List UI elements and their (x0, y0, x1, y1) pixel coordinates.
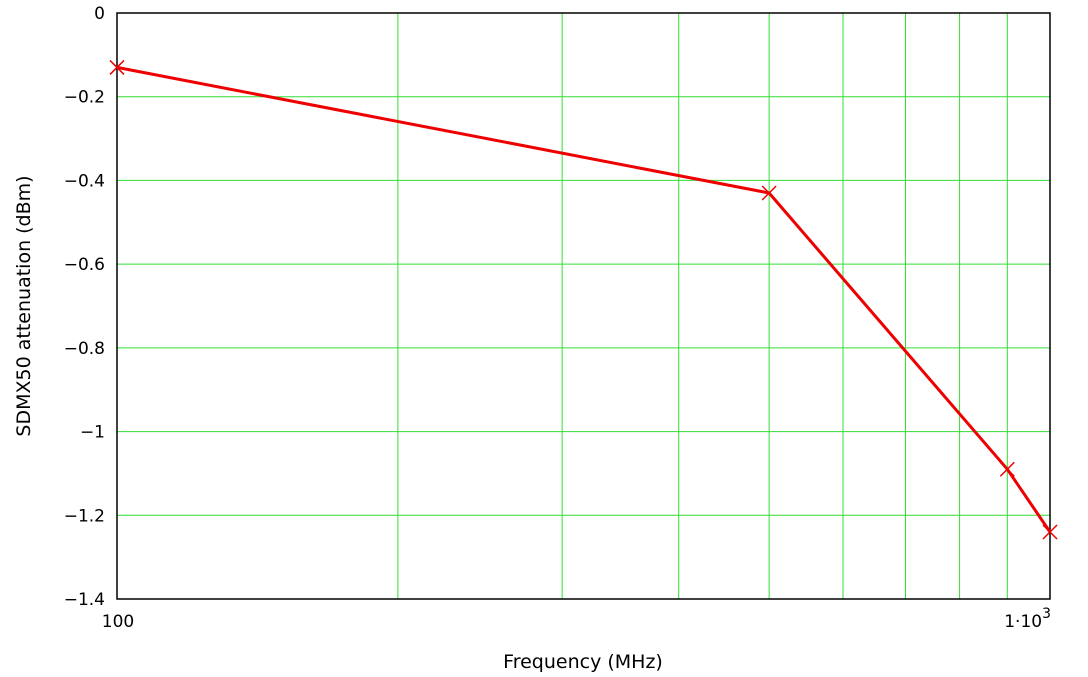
data-point-marker (761, 185, 777, 201)
y-axis-label: SDMX50 attenuation (dBm) (13, 175, 35, 436)
data-point-marker (999, 461, 1015, 477)
y-tick-label: −0.4 (64, 171, 105, 191)
y-tick-label: 0 (94, 4, 105, 24)
y-tick-label: −1.4 (64, 590, 105, 610)
series-line (116, 65, 1052, 533)
grid-lines (116, 12, 1051, 600)
x-tick-label: 1·103 (1004, 606, 1051, 632)
y-tick-label: −0.6 (64, 255, 105, 275)
plot-frame (116, 12, 1051, 600)
data-point-marker (1042, 524, 1058, 540)
x-axis-label: Frequency (MHz) (503, 651, 663, 673)
x-tick-labels: 100 1·103 (102, 606, 1051, 632)
x-tick-label: 100 (102, 612, 134, 632)
y-tick-label: −0.8 (64, 339, 105, 359)
y-tick-labels: 0 −0.2 −0.4 −0.6 −0.8 −1 −1.2 −1.4 (64, 4, 105, 610)
y-tick-label: −1 (80, 423, 105, 443)
series (109, 59, 1058, 540)
y-tick-label: −1.2 (64, 506, 105, 526)
data-point-marker (109, 59, 125, 75)
y-tick-label: −0.2 (64, 88, 105, 108)
